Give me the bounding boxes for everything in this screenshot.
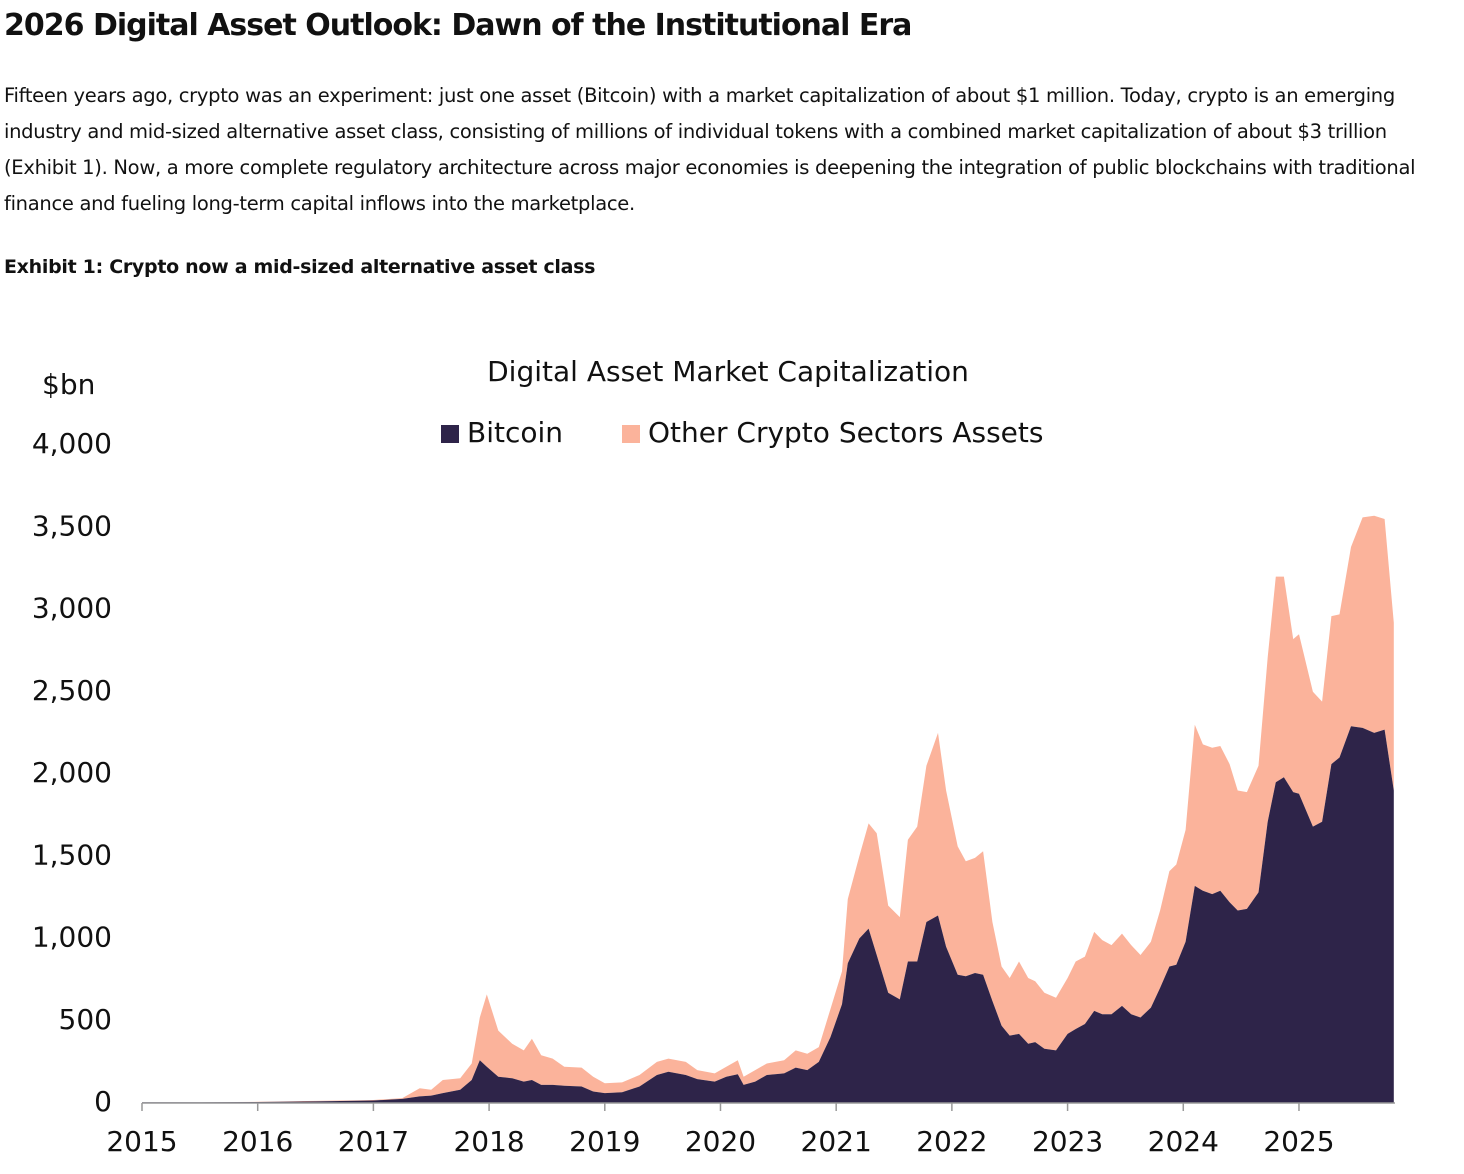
y-tick-label: 3,500: [32, 509, 112, 542]
y-axis-label: $bn: [42, 368, 95, 401]
x-tick-label: 2025: [1263, 1125, 1334, 1158]
x-tick-label: 2024: [1148, 1125, 1219, 1158]
x-tick-label: 2015: [106, 1125, 177, 1158]
x-tick-label: 2022: [916, 1125, 987, 1158]
y-tick-label: 1,000: [32, 921, 112, 954]
y-tick-label: 0: [94, 1085, 112, 1118]
x-tick-label: 2021: [801, 1125, 872, 1158]
legend-label: Bitcoin: [467, 416, 563, 449]
y-tick-label: 2,000: [32, 756, 112, 789]
x-tick-label: 2017: [338, 1125, 409, 1158]
y-tick-label: 4,000: [32, 427, 112, 460]
chart-title: Digital Asset Market Capitalization: [487, 355, 969, 388]
exhibit-title: Exhibit 1: Crypto now a mid-sized altern…: [4, 256, 596, 278]
y-tick-label: 500: [59, 1003, 112, 1036]
x-tick-label: 2020: [685, 1125, 756, 1158]
y-tick-label: 2,500: [32, 674, 112, 707]
y-tick-label: 3,000: [32, 592, 112, 625]
legend-swatch: [441, 425, 459, 443]
legend-label: Other Crypto Sectors Assets: [648, 416, 1043, 449]
legend-swatch: [622, 425, 640, 443]
page-title: 2026 Digital Asset Outlook: Dawn of the …: [4, 8, 912, 43]
area: [142, 726, 1394, 1103]
x-tick-label: 2019: [569, 1125, 640, 1158]
y-tick-label: 1,500: [32, 838, 112, 871]
x-tick-label: 2023: [1032, 1125, 1103, 1158]
x-tick-label: 2018: [453, 1125, 524, 1158]
x-tick-label: 2016: [222, 1125, 293, 1158]
paragraph: Fifteen years ago, crypto was an experim…: [4, 84, 1416, 215]
